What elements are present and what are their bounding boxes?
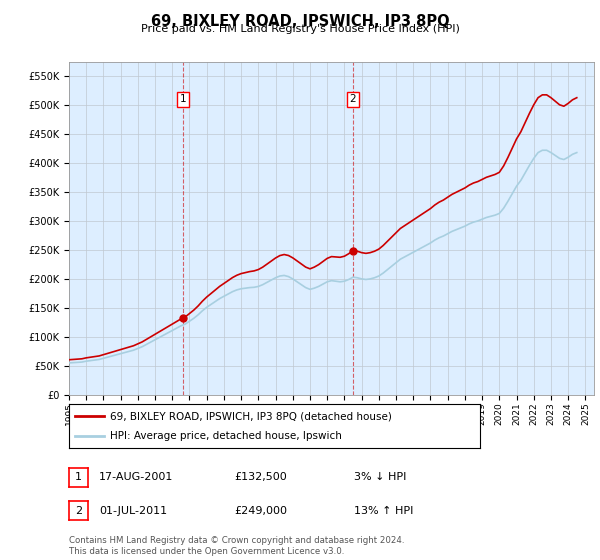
- Text: 3% ↓ HPI: 3% ↓ HPI: [354, 472, 406, 482]
- Text: 69, BIXLEY ROAD, IPSWICH, IP3 8PQ (detached house): 69, BIXLEY ROAD, IPSWICH, IP3 8PQ (detac…: [110, 411, 392, 421]
- Text: 13% ↑ HPI: 13% ↑ HPI: [354, 506, 413, 516]
- Text: £249,000: £249,000: [234, 506, 287, 516]
- Text: 17-AUG-2001: 17-AUG-2001: [99, 472, 173, 482]
- Text: 2: 2: [75, 506, 82, 516]
- Text: £132,500: £132,500: [234, 472, 287, 482]
- Text: 01-JUL-2011: 01-JUL-2011: [99, 506, 167, 516]
- Text: 69, BIXLEY ROAD, IPSWICH, IP3 8PQ: 69, BIXLEY ROAD, IPSWICH, IP3 8PQ: [151, 14, 449, 29]
- Text: 1: 1: [75, 472, 82, 482]
- Text: 1: 1: [180, 94, 187, 104]
- Text: HPI: Average price, detached house, Ipswich: HPI: Average price, detached house, Ipsw…: [110, 431, 342, 441]
- Text: Price paid vs. HM Land Registry's House Price Index (HPI): Price paid vs. HM Land Registry's House …: [140, 24, 460, 34]
- Text: 2: 2: [350, 94, 356, 104]
- Text: Contains HM Land Registry data © Crown copyright and database right 2024.
This d: Contains HM Land Registry data © Crown c…: [69, 536, 404, 556]
